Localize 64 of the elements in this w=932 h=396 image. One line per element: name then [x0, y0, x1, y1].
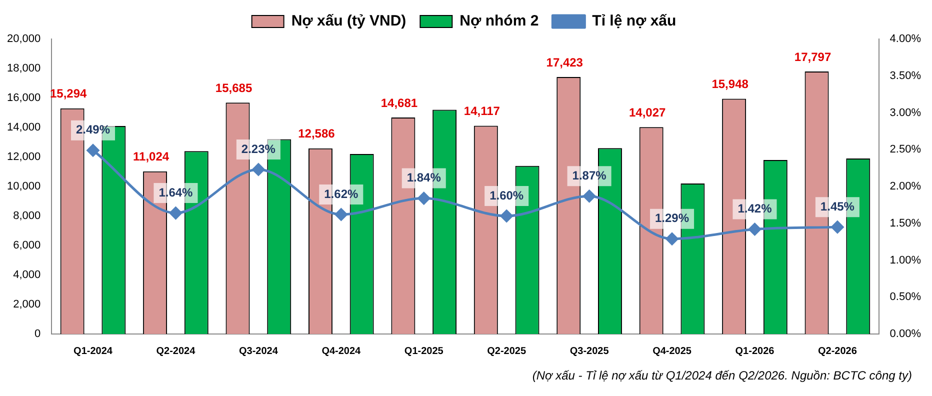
- point: [418, 192, 430, 205]
- y-tick-label: 4,000: [13, 269, 41, 282]
- point: [831, 220, 844, 234]
- data-label: 15,294: [50, 86, 87, 101]
- data-label: 15,685: [215, 80, 252, 95]
- point: [583, 190, 596, 202]
- y2-tick-label: 1.50%: [890, 217, 922, 230]
- text: (Nợ xấu - Tỉ lệ nợ xấu từ Q1/2024 đến Q2/2026. Nguồn: BCTC công ty): [532, 368, 912, 382]
- data-label: 17,797: [794, 50, 832, 64]
- data-label: 1.29%: [655, 211, 690, 226]
- y-tick-label: 10,000: [6, 180, 41, 193]
- y2-tick-label: 4.00%: [890, 33, 922, 46]
- data-label: 14,117: [464, 104, 500, 118]
- data-label: 17,423: [546, 55, 584, 70]
- y-tick-label: 20,000: [6, 33, 41, 46]
- legend-label: Nợ nhóm 2: [460, 12, 539, 30]
- x-tick-label: Q2-2024: [156, 346, 196, 357]
- x-tick-label: Q3-2025: [570, 346, 610, 357]
- y2-tick-label: 0.50%: [890, 291, 922, 304]
- x-tick-label: Q1-2024: [74, 346, 113, 357]
- y2-tick-label: 3.00%: [890, 106, 922, 119]
- data-label: 1.84%: [406, 170, 442, 185]
- data-label: 15,948: [712, 77, 749, 92]
- data-label: 11,024: [133, 150, 170, 164]
- y2-tick-label: 2.50%: [890, 144, 922, 156]
- point: [500, 210, 513, 222]
- data-label: 1.42%: [738, 202, 772, 216]
- data-label: 1.62%: [324, 186, 358, 201]
- y-tick-label: 14,000: [6, 122, 41, 134]
- point: [748, 223, 761, 236]
- data-label: 14,027: [628, 105, 666, 120]
- y-tick-label: 12,000: [6, 151, 41, 164]
- point: [252, 163, 265, 176]
- y-tick-label: 8,000: [13, 210, 41, 222]
- y2-tick-label: 2.00%: [890, 180, 922, 193]
- y-tick-label: 0: [34, 328, 41, 340]
- data-label: 1.64%: [158, 185, 194, 200]
- x-tick-label: Q1-2026: [735, 346, 775, 357]
- data-label: 1.60%: [490, 188, 524, 202]
- legend-label: Nợ xấu (tỷ VND): [291, 12, 406, 30]
- x-tick-label: Q1-2025: [404, 346, 444, 357]
- y-tick-label: 2,000: [13, 298, 41, 311]
- legend-label: Tỉ lệ nợ xấu: [592, 12, 676, 30]
- y2-tick-label: 1.00%: [890, 254, 922, 266]
- data-label: 2.49%: [76, 122, 110, 137]
- x-tick-label: Q4-2025: [652, 346, 692, 357]
- y2-tick-label: 3.50%: [890, 70, 922, 82]
- point: [86, 144, 100, 157]
- x-tick-label: Q2-2025: [487, 346, 526, 357]
- point: [666, 232, 678, 246]
- data-label: 12,586: [298, 126, 336, 141]
- data-label: 1.45%: [820, 199, 855, 214]
- y-tick-label: 6,000: [13, 240, 41, 252]
- y-tick-label: 16,000: [6, 92, 41, 104]
- data-label: 1.87%: [572, 168, 607, 182]
- data-label: 14,681: [380, 96, 418, 110]
- x-tick-label: Q2-2026: [818, 346, 858, 357]
- y2-tick-label: 0.00%: [890, 328, 922, 340]
- data-label: 2.23%: [241, 142, 276, 156]
- point: [169, 206, 182, 220]
- y-tick-label: 18,000: [6, 62, 41, 75]
- x-tick-label: Q3-2024: [238, 346, 278, 357]
- x-tick-label: Q4-2024: [322, 346, 362, 357]
- point: [334, 208, 348, 221]
